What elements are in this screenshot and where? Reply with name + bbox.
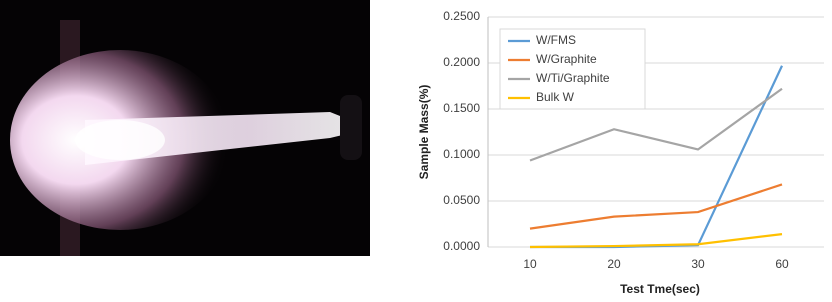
y-tick-label: 0.0500 bbox=[443, 193, 480, 207]
legend-label: Bulk W bbox=[536, 90, 575, 104]
x-tick-label: 10 bbox=[523, 257, 537, 271]
legend-label: W/FMS bbox=[536, 33, 576, 47]
y-tick-label: 0.0000 bbox=[443, 239, 480, 253]
y-axis-title: Sample Mass(%) bbox=[417, 85, 431, 180]
y-tick-label: 0.2000 bbox=[443, 55, 480, 69]
legend-label: W/Graphite bbox=[536, 52, 597, 66]
x-axis-title: Test Tme(sec) bbox=[620, 282, 700, 296]
legend-label: W/Ti/Graphite bbox=[536, 71, 610, 85]
plasma-photo bbox=[0, 0, 370, 256]
y-tick-label: 0.2500 bbox=[443, 9, 480, 23]
x-tick-label: 60 bbox=[775, 257, 789, 271]
series-line bbox=[529, 233, 783, 249]
legend-box bbox=[499, 28, 646, 110]
y-tick-label: 0.1500 bbox=[443, 101, 480, 115]
x-tick-label: 30 bbox=[691, 257, 705, 271]
x-tick-label: 20 bbox=[607, 257, 621, 271]
chart: Test Tme(sec) Sample Mass(%) 0.0000 0.050… bbox=[417, 9, 824, 296]
series-line bbox=[529, 183, 783, 230]
series-line bbox=[529, 87, 783, 162]
y-tick-label: 0.1000 bbox=[443, 147, 480, 161]
